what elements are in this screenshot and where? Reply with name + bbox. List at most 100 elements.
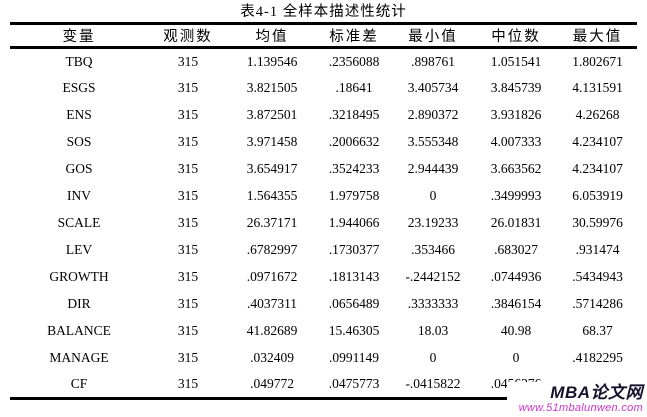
cell-median: .683027	[494, 242, 538, 257]
variable-name: MANAGE	[49, 350, 109, 365]
variable-name: SOS	[66, 134, 92, 149]
cell-observations: 315	[177, 107, 199, 122]
cell-median: 0	[512, 350, 520, 365]
cell-max: .5434943	[572, 269, 623, 284]
statistics-table: 变量 观测数 均值 标准差 最小值 中位数 最大值 TBQ 315 1.139546 .23560…	[10, 22, 637, 400]
cell-max: .931474	[575, 242, 620, 257]
cell-median: .0744936	[490, 269, 542, 284]
table-row: INV 315 1.564355 1.979758 0 .3499993 6.053919	[10, 183, 637, 210]
cell-std-dev: .2006632	[328, 134, 380, 149]
table-row: DIR 315 .4037311 .0656489 .3333333 .3846154 .5…	[10, 291, 637, 318]
cell-min: 3.555348	[407, 134, 459, 149]
cell-min: -.0415822	[405, 376, 461, 392]
cell-mean: 3.821505	[246, 80, 298, 95]
cell-max: 1.802671	[572, 53, 623, 69]
variable-name: GOS	[65, 161, 93, 176]
cell-mean: .049772	[250, 376, 294, 392]
cell-min: 0	[429, 350, 437, 365]
cell-median: 3.663562	[490, 161, 542, 176]
cell-std-dev: 15.46305	[328, 323, 380, 338]
cell-observations: 315	[177, 242, 199, 257]
cell-mean: .032409	[250, 350, 294, 365]
cell-median: .3499993	[490, 188, 542, 203]
variable-name: TBQ	[65, 53, 93, 69]
column-header-min: 最小值	[392, 23, 474, 49]
cell-mean: .0971672	[246, 269, 298, 284]
cell-median: 1.051541	[490, 53, 542, 69]
cell-std-dev: .18641	[335, 80, 373, 95]
cell-observations: 315	[177, 161, 199, 176]
cell-min: 0	[429, 188, 437, 203]
cell-std-dev: 1.979758	[328, 188, 380, 203]
cell-max: 4.26268	[575, 107, 620, 122]
table-row: TBQ 315 1.139546 .2356088 .898761 1.051541 1.8…	[10, 48, 637, 75]
variable-name: ESGS	[62, 80, 96, 95]
variable-name: BALANCE	[47, 323, 111, 338]
cell-max: 68.37	[582, 323, 613, 338]
variable-name: CF	[70, 376, 88, 392]
header-row: 变量 观测数 均值 标准差 最小值 中位数 最大值	[10, 23, 637, 49]
column-header-mean: 均值	[228, 23, 316, 49]
cell-median: .3846154	[490, 296, 542, 311]
cell-observations: 315	[177, 53, 199, 69]
cell-min: 18.03	[417, 323, 449, 338]
cell-max: 4.131591	[572, 80, 623, 95]
cell-mean: 1.139546	[246, 53, 298, 69]
variable-name: SCALE	[57, 215, 101, 230]
cell-max: .4182295	[572, 350, 623, 365]
cell-observations: 315	[177, 80, 199, 95]
watermark-site-name: MBA论文网	[550, 383, 643, 402]
cell-std-dev: .2356088	[328, 53, 380, 69]
table-row: MANAGE 315 .032409 .0991149 0 0 .4182295	[10, 345, 637, 372]
cell-std-dev: .1813143	[328, 269, 380, 284]
cell-max: .5714286	[572, 296, 623, 311]
variable-name: ENS	[66, 107, 92, 122]
cell-min: 2.944439	[407, 161, 459, 176]
cell-min: 23.19233	[407, 215, 459, 230]
cell-observations: 315	[177, 215, 199, 230]
variable-name: DIR	[67, 296, 91, 311]
cell-min: 3.405734	[407, 80, 459, 95]
table-row: LEV 315 .6782997 .1730377 .353466 .683027 .931…	[10, 237, 637, 264]
cell-mean: .6782997	[246, 242, 298, 257]
cell-observations: 315	[177, 134, 199, 149]
cell-median: 4.007333	[490, 134, 542, 149]
cell-observations: 315	[177, 350, 199, 365]
cell-observations: 315	[177, 188, 199, 203]
variable-name: GROWTH	[49, 269, 109, 284]
cell-max: 4.234107	[572, 161, 623, 176]
table-body: TBQ 315 1.139546 .2356088 .898761 1.051541 1.8…	[10, 48, 637, 399]
cell-mean: 1.564355	[246, 188, 298, 203]
cell-mean: 3.971458	[246, 134, 298, 149]
cell-std-dev: .3524233	[328, 161, 380, 176]
cell-mean: 3.872501	[246, 107, 298, 122]
table-row: ESGS 315 3.821505 .18641 3.405734 3.845739 4.1…	[10, 75, 637, 102]
cell-std-dev: .0991149	[328, 350, 380, 365]
cell-mean: 3.654917	[246, 161, 298, 176]
cell-median: 3.845739	[490, 80, 542, 95]
watermark: MBA论文网 www.51mbalunwen.com	[506, 382, 647, 417]
cell-min: .898761	[411, 53, 455, 69]
cell-median: 26.01831	[490, 215, 542, 230]
cell-std-dev: .0656489	[328, 296, 380, 311]
table-row: SOS 315 3.971458 .2006632 3.555348 4.007333 4.…	[10, 129, 637, 156]
table-row: SCALE 315 26.37171 1.944066 23.19233 26.01831…	[10, 210, 637, 237]
cell-max: 30.59976	[572, 215, 623, 230]
table-row: GROWTH 315 .0971672 .1813143 -.2442152 .07449…	[10, 264, 637, 291]
cell-min: .3333333	[407, 296, 459, 311]
column-header-median: 中位数	[474, 23, 558, 49]
variable-name: LEV	[65, 242, 93, 257]
cell-mean: .4037311	[246, 296, 298, 311]
table-row: GOS 315 3.654917 .3524233 2.944439 3.663562 4.…	[10, 156, 637, 183]
cell-std-dev: .1730377	[328, 242, 380, 257]
column-header-observations: 观测数	[148, 23, 228, 49]
cell-std-dev: .0475773	[328, 376, 380, 392]
cell-mean: 41.82689	[246, 323, 298, 338]
variable-name: INV	[67, 188, 91, 203]
column-header-max: 最大值	[558, 23, 637, 49]
cell-min: .353466	[411, 242, 455, 257]
cell-max: 6.053919	[572, 188, 623, 203]
cell-median: 3.931826	[490, 107, 542, 122]
cell-mean: 26.37171	[246, 215, 298, 230]
column-header-std-dev: 标准差	[316, 23, 392, 49]
